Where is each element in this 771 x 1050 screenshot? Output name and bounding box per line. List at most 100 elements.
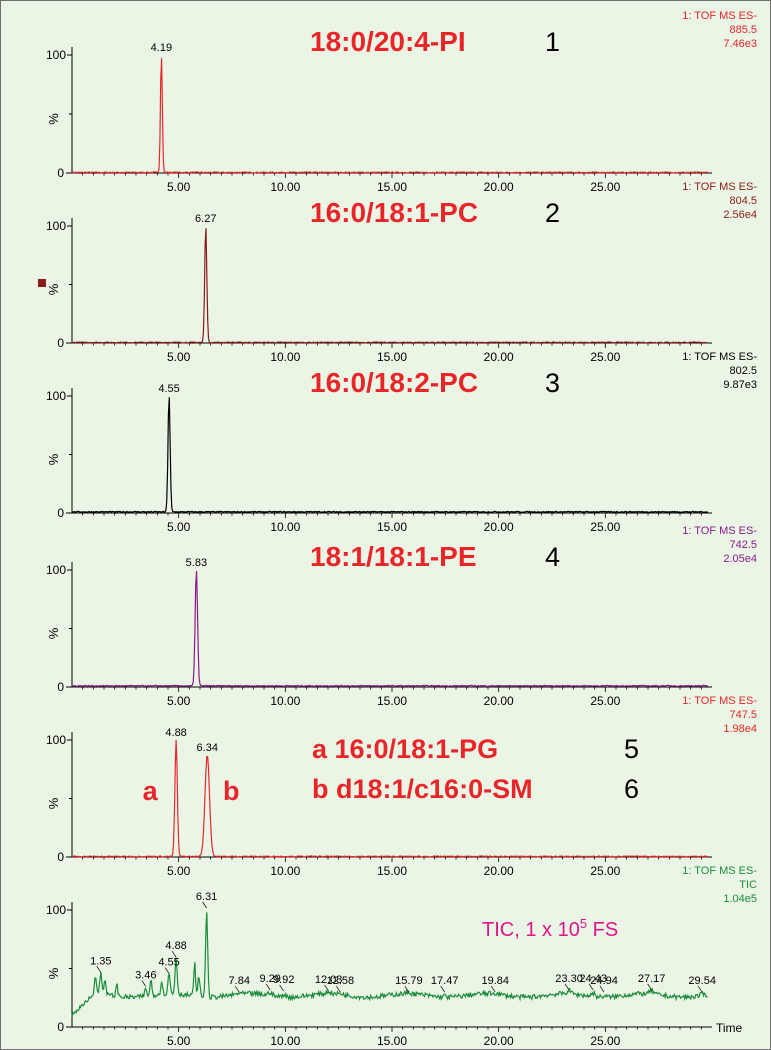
y-tick-label-100: 100 [46, 733, 66, 747]
compound-label: 18:0/20:4-PI [310, 26, 466, 57]
trace-header-line: 1.04e5 [723, 893, 757, 905]
x-tick-label: 20.00 [484, 694, 514, 708]
peak-label: 9.92 [273, 974, 294, 986]
trace-header-line: 804.5 [729, 195, 757, 207]
y-tick-label-0: 0 [57, 336, 64, 350]
peak-label: 3.46 [135, 969, 156, 981]
trace-header-line: 1: TOF MS ES- [682, 865, 757, 877]
x-tick-label: 25.00 [590, 1034, 620, 1048]
chromatogram-panel-4: 100 0% 5.00 10.00 15.00 20.00 25.00 1: TOF MS E… [46, 525, 757, 708]
peak-label: 12.03 [315, 974, 343, 986]
x-tick-label: 20.00 [484, 180, 514, 194]
compound-label: 16:0/18:2-PC [310, 367, 478, 398]
peak-label-leader [697, 986, 703, 993]
trace-header-line: TIC [739, 879, 757, 891]
x-axis-label: Time [716, 1021, 743, 1035]
tic-note-suffix: FS [587, 919, 618, 941]
peak-label: 5.83 [186, 557, 207, 569]
x-tick-label: 15.00 [377, 520, 407, 534]
trace-header-line: 2.56e4 [723, 209, 757, 221]
peak-label: 1.35 [90, 955, 111, 967]
trace-header-line: 885.5 [729, 24, 757, 36]
peak-label: 24.94 [590, 975, 618, 987]
peak-label: 17.47 [431, 975, 459, 987]
compound-label: 16:0/18:1-PC [310, 197, 478, 228]
x-tick-label: 10.00 [270, 864, 300, 878]
trace-header-line: 1: TOF MS ES- [682, 10, 757, 22]
trace-header-line: 1.98e4 [723, 723, 757, 735]
peak-label-leader [96, 966, 102, 973]
x-tick-label: 20.00 [484, 864, 514, 878]
peak-label: 9.29 [259, 973, 280, 985]
peak-label: 6.34 [197, 742, 218, 754]
peak-label: 4.19 [151, 42, 172, 54]
chromatogram-panel-5: 100 0% 5.00 10.00 15.00 20.00 25.00 1: TOF MS E… [46, 695, 757, 878]
peak-label: 12.58 [327, 975, 355, 987]
trace-header-line: 1: TOF MS ES- [682, 695, 757, 707]
compound-number: 3 [545, 368, 560, 398]
peak-label: 6.31 [196, 891, 217, 903]
x-tick-label: 10.00 [270, 520, 300, 534]
y-tick-label-100: 100 [46, 563, 66, 577]
trace-header-line: 802.5 [729, 365, 757, 377]
peak-label-leader [647, 983, 652, 991]
compound-line: b d18:1/c16:0-SM [312, 774, 533, 804]
y-tick-label-0: 0 [57, 1020, 64, 1034]
x-tick-label: 20.00 [484, 520, 514, 534]
peak-label: 19.84 [481, 975, 509, 987]
tic-note-prefix: TIC, 1 x 10 [482, 919, 580, 941]
x-tick-label: 10.00 [270, 180, 300, 194]
peak-label: 27.17 [638, 973, 666, 985]
x-tick-label: 15.00 [377, 1034, 407, 1048]
x-tick-label: 10.00 [270, 694, 300, 708]
x-tick-label: 25.00 [590, 180, 620, 194]
y-tick-label-0: 0 [57, 850, 64, 864]
compound-number: 2 [545, 198, 560, 228]
peak-label-leader [141, 980, 147, 987]
trace-line [71, 912, 708, 1017]
peak-label: 6.27 [195, 213, 216, 225]
y-tick-label-0: 0 [57, 680, 64, 694]
compound-label: 18:1/18:1-PE [310, 541, 477, 572]
y-axis-label: % [46, 283, 61, 295]
x-tick-label: 25.00 [590, 520, 620, 534]
peak-label-leader [588, 983, 594, 991]
trace-line [71, 397, 708, 514]
x-tick-label: 15.00 [377, 694, 407, 708]
chromatogram-panel-1: 100 0% 5.00 10.00 15.00 20.00 25.00 1: TOF MS E… [46, 10, 757, 194]
y-tick-label-100: 100 [46, 903, 66, 917]
x-tick-label: 5.00 [167, 694, 191, 708]
peak-label-leader [164, 967, 170, 974]
x-tick-label: 5.00 [167, 520, 191, 534]
trace-header-line: 2.05e4 [723, 553, 757, 565]
y-tick-label-0: 0 [57, 166, 64, 180]
peak-label: 23.30 [555, 973, 583, 985]
tic-note-exponent: 5 [580, 916, 587, 931]
peak-label-leader [171, 950, 177, 958]
peak-label-leader [202, 901, 207, 909]
x-tick-label: 15.00 [377, 350, 407, 364]
x-tick-label: 20.00 [484, 1034, 514, 1048]
peak-label-leader [336, 986, 341, 993]
chromatogram-panel-6: 100 0% 5.00 10.00 15.00 20.00 25.00 Time 1: TOF … [46, 865, 757, 1048]
x-tick-label: 15.00 [377, 864, 407, 878]
trace-header-line: 747.5 [729, 709, 757, 721]
x-tick-label: 25.00 [590, 694, 620, 708]
peak-label: 4.88 [165, 727, 186, 739]
trace-header-line: 742.5 [729, 539, 757, 551]
y-tick-label-100: 100 [46, 48, 66, 62]
peak-label-leader [564, 983, 570, 991]
y-axis-label: % [46, 113, 61, 125]
trace-header-line: 1: TOF MS ES- [682, 525, 757, 537]
y-tick-label-100: 100 [46, 389, 66, 403]
peak-label-leader [279, 984, 284, 992]
x-tick-label: 5.00 [167, 180, 191, 194]
peak-letter: a [143, 776, 159, 806]
trace-line [71, 739, 708, 858]
compound-number: 6 [624, 774, 639, 804]
peak-label: 29.54 [688, 975, 716, 987]
x-tick-label: 10.00 [270, 350, 300, 364]
